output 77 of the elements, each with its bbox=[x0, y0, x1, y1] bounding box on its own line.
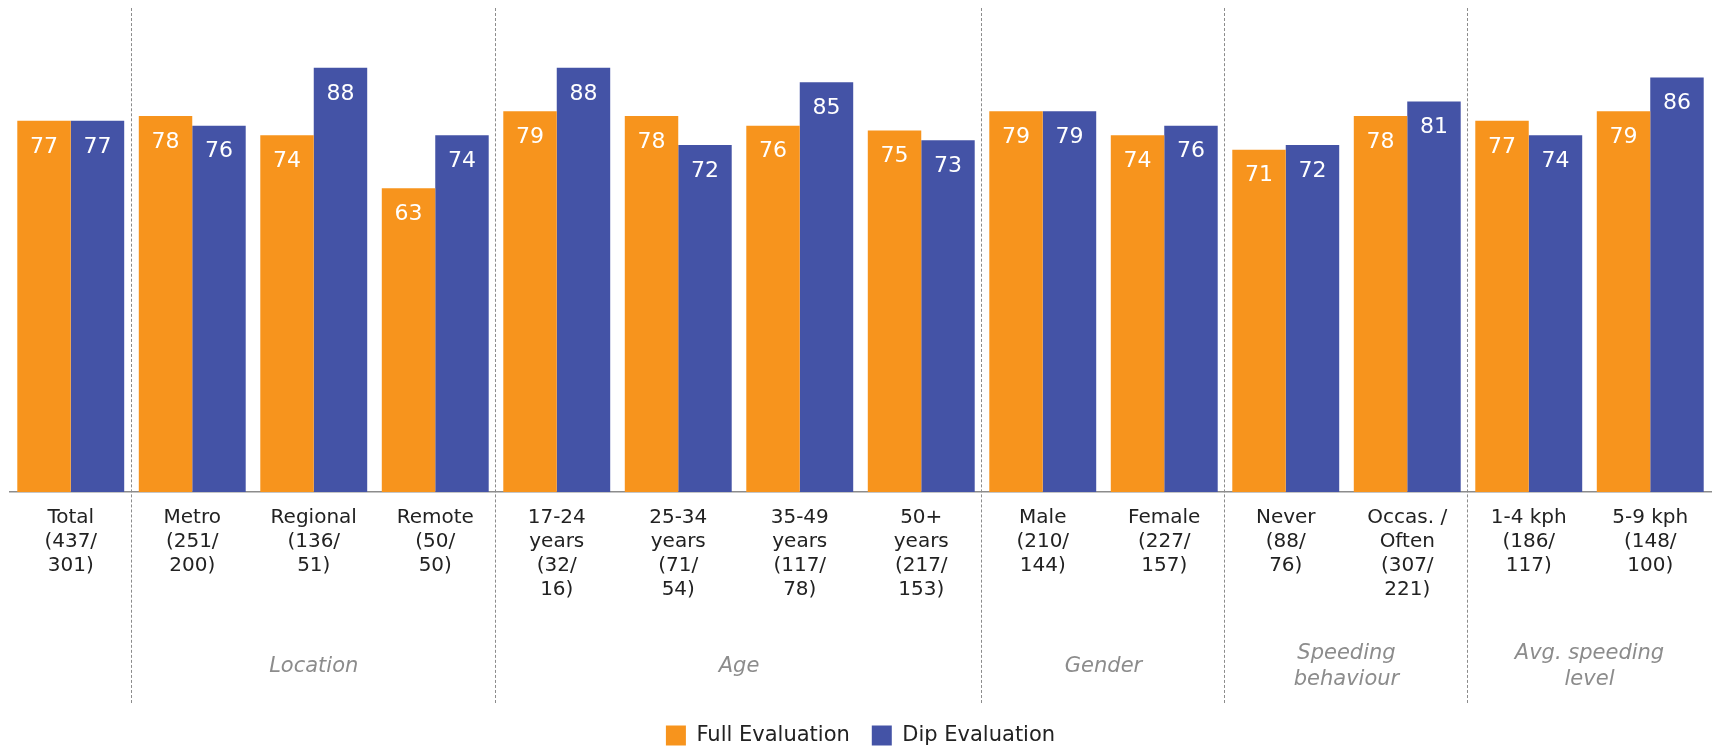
bar bbox=[435, 135, 489, 492]
bar bbox=[70, 120, 125, 492]
x-tick-label: 50+ years (217/ 153) bbox=[893, 504, 949, 601]
x-tick-label: Occas. / Often (307/ 221) bbox=[1367, 504, 1448, 601]
x-tick-label: Remote (50/ 50) bbox=[396, 504, 474, 577]
bar bbox=[1475, 120, 1529, 492]
data-label: 78 bbox=[1366, 127, 1395, 153]
x-tick-label: 1-4 kph (186/ 117) bbox=[1490, 504, 1567, 577]
data-label: 63 bbox=[394, 200, 423, 226]
data-label: 88 bbox=[326, 79, 355, 105]
bar bbox=[556, 67, 611, 492]
data-label: 74 bbox=[447, 147, 476, 173]
data-label: 76 bbox=[759, 137, 788, 163]
x-tick-label: Total (437/ 301) bbox=[44, 504, 98, 577]
data-label: 77 bbox=[1488, 132, 1517, 158]
bar bbox=[1285, 144, 1340, 492]
bar bbox=[1353, 116, 1408, 492]
bar bbox=[1596, 111, 1651, 492]
data-label: 76 bbox=[204, 137, 233, 163]
data-label: 74 bbox=[1541, 147, 1570, 173]
data-label: 78 bbox=[151, 127, 180, 153]
bar bbox=[1042, 111, 1097, 492]
bar bbox=[381, 188, 436, 492]
bar bbox=[313, 67, 368, 492]
bar bbox=[624, 116, 679, 492]
legend-label: Full Evaluation bbox=[696, 721, 850, 746]
text: Age bbox=[716, 653, 760, 678]
bar bbox=[17, 120, 71, 492]
data-label: 81 bbox=[1419, 113, 1448, 139]
bar bbox=[867, 130, 922, 492]
data-label: 71 bbox=[1245, 161, 1274, 187]
bar bbox=[1650, 77, 1704, 492]
bar bbox=[1528, 135, 1583, 492]
x-tick-label: 25-34 years (71/ 54) bbox=[649, 504, 708, 601]
bar bbox=[989, 111, 1043, 492]
x-tick-label: Male (210/ 144) bbox=[1016, 504, 1070, 577]
data-label: 86 bbox=[1662, 89, 1691, 115]
bar bbox=[1110, 135, 1165, 492]
data-label: 79 bbox=[1055, 122, 1084, 148]
data-label: 74 bbox=[273, 147, 302, 173]
text: Speeding behaviour bbox=[1293, 640, 1401, 691]
x-tick-label: 35-49 years (117/ 78) bbox=[770, 504, 829, 601]
data-label: 77 bbox=[30, 132, 59, 158]
bar bbox=[678, 144, 732, 492]
legend-label: Dip Evaluation bbox=[902, 721, 1056, 746]
data-label: 85 bbox=[812, 94, 841, 120]
bar bbox=[138, 116, 193, 492]
text: Avg. speeding level bbox=[1512, 640, 1665, 691]
bar bbox=[921, 140, 975, 492]
bar bbox=[1232, 149, 1286, 492]
data-label: 88 bbox=[569, 79, 598, 105]
x-tick-label: 17-24 years (32/ 16) bbox=[527, 504, 586, 601]
bar bbox=[503, 111, 557, 492]
data-label: 75 bbox=[880, 142, 909, 168]
data-label: 79 bbox=[516, 122, 545, 148]
data-label: 72 bbox=[1298, 156, 1327, 182]
x-tick-label: Never (88/ 76) bbox=[1255, 504, 1317, 577]
data-label: 79 bbox=[1609, 122, 1638, 148]
data-label: 72 bbox=[690, 156, 719, 182]
data-label: 73 bbox=[933, 151, 962, 177]
x-tick-label: 5-9 kph (148/ 100) bbox=[1612, 504, 1689, 577]
text: Location bbox=[269, 653, 359, 678]
x-tick-label: Regional (136/ 51) bbox=[270, 504, 357, 577]
bar bbox=[799, 82, 854, 492]
data-label: 74 bbox=[1123, 147, 1152, 173]
data-label: 78 bbox=[637, 127, 666, 153]
data-label: 77 bbox=[83, 132, 112, 158]
bar bbox=[192, 125, 246, 492]
bar bbox=[1407, 101, 1461, 492]
data-label: 76 bbox=[1176, 137, 1205, 163]
bar bbox=[260, 135, 314, 492]
text: Gender bbox=[1064, 653, 1144, 678]
bar bbox=[1164, 125, 1218, 492]
data-label: 79 bbox=[1002, 122, 1031, 148]
x-tick-label: Metro (251/ 200) bbox=[163, 504, 221, 577]
x-tick-label: Female (227/ 157) bbox=[1128, 504, 1201, 577]
bar bbox=[746, 125, 800, 492]
